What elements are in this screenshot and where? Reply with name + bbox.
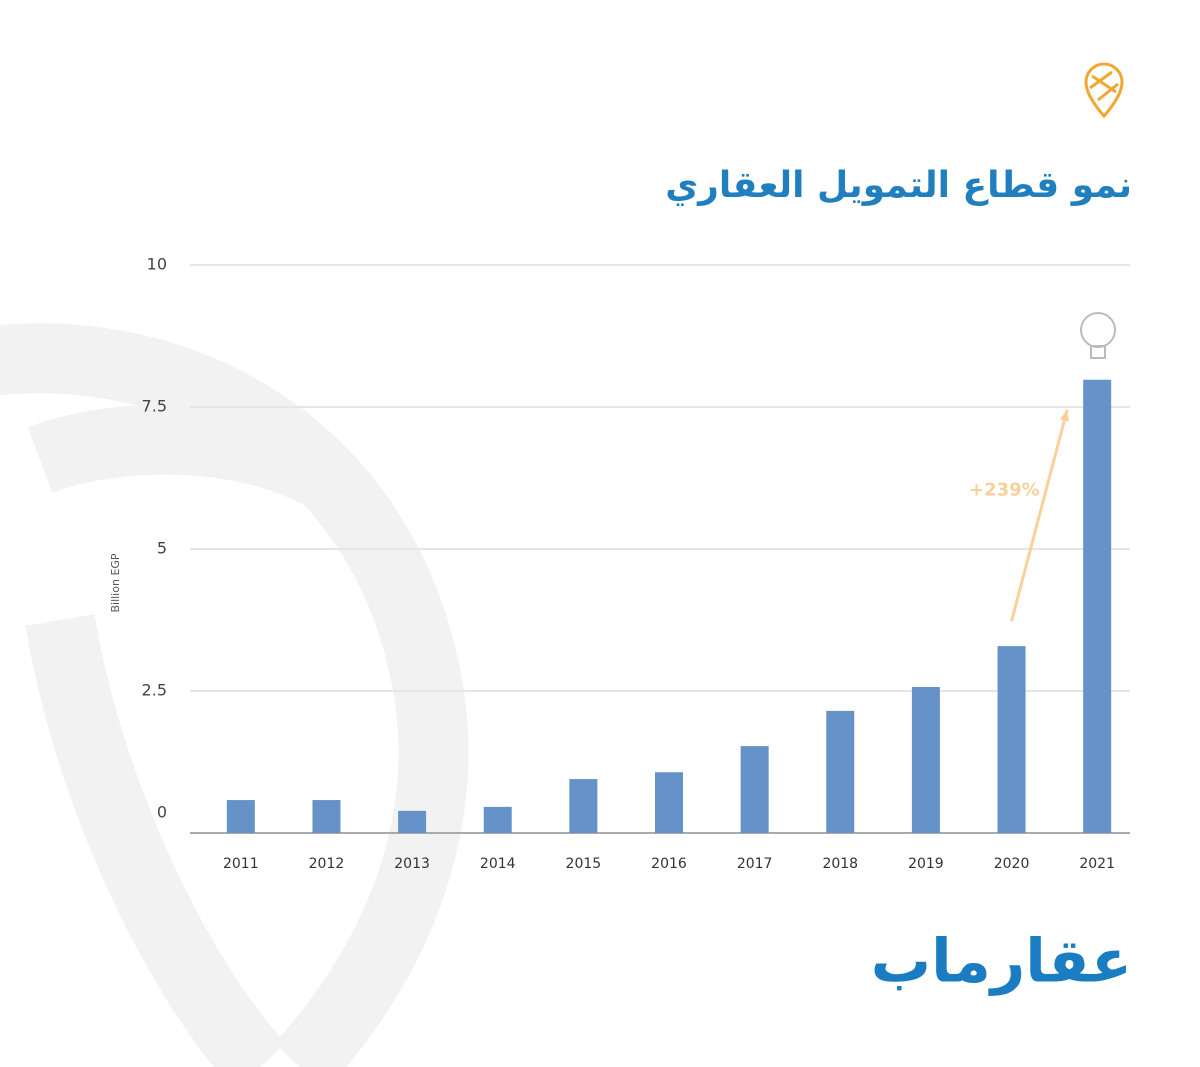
y-tick-label: 0 [157,803,167,822]
x-tick-label: 2012 [309,856,345,872]
bar [1083,379,1112,833]
annotation-label: +239% [969,479,1040,500]
bar [569,779,598,833]
chart-title: نمو قطاع التمويل العقاري [665,165,1132,206]
brand-logo: عقارماب [871,927,1132,997]
y-axis-label: Billion EGP [109,553,122,612]
pin-icon [1084,62,1124,119]
x-tick-label: 2019 [908,856,944,872]
y-tick-label: 7.5 [142,397,167,416]
annotation-arrow [1010,409,1069,622]
bar [997,646,1026,833]
x-tick-label: 2014 [480,856,516,872]
x-tick-label: 2015 [566,856,602,872]
x-tick-label: 2021 [1079,856,1115,872]
bar [226,800,255,833]
bar [312,800,341,833]
x-tick-label: 2020 [994,856,1030,872]
bar [740,746,769,833]
x-tick-label: 2011 [223,856,259,872]
bulb-icon [1080,312,1116,359]
x-tick-label: 2018 [822,856,858,872]
watermark [0,323,469,1067]
x-tick-label: 2013 [394,856,430,872]
y-tick-label: 2.5 [142,681,167,700]
bar [911,687,940,833]
bar [826,710,855,833]
bar [655,772,683,833]
x-tick-label: 2016 [651,856,687,872]
y-tick-label: 5 [157,539,167,558]
y-tick-label: 10 [147,255,167,274]
x-tick-label: 2017 [737,856,773,872]
arrow-head [1059,409,1069,422]
bar [398,810,427,833]
bar [483,806,512,833]
